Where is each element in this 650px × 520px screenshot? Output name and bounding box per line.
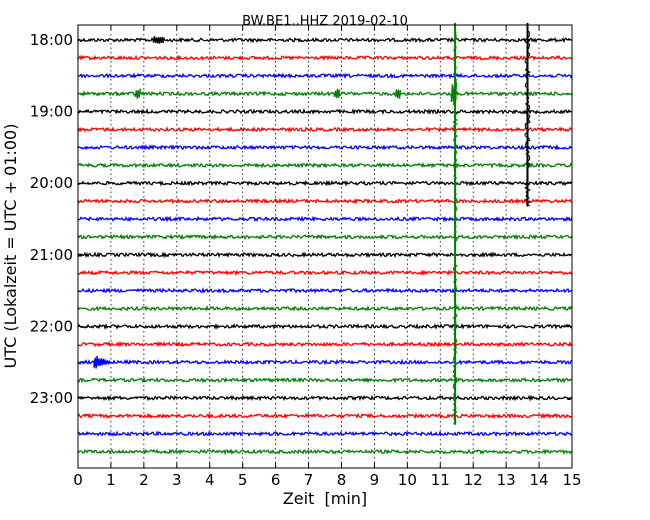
y-axis-label: UTC (Lokalzeit = UTC + 01:00): [1, 124, 20, 369]
x-tick-label: 11: [431, 471, 450, 489]
trace-2045: [77, 233, 573, 241]
x-axis: 0 1 2 3 4 5 6 7 8 9 10 11 12 13 14 15: [73, 25, 582, 489]
x-tick-label: 8: [337, 471, 347, 489]
trace-2315: [77, 412, 573, 420]
trace-group: [77, 36, 573, 456]
y-tick-label: 21:00: [30, 246, 73, 264]
x-tick-label: 13: [497, 471, 516, 489]
trace-2145: [77, 304, 573, 312]
trace-1945: [77, 162, 573, 169]
plot-frame: [77, 24, 573, 469]
trace-1930: [77, 143, 573, 151]
trace-2015: [77, 197, 573, 205]
x-tick-label: 15: [562, 471, 581, 489]
trace-2115: [77, 269, 573, 277]
trace-1915: [77, 126, 573, 133]
x-tick-label: 5: [238, 471, 248, 489]
trace-1800: [77, 36, 573, 44]
trace-1815: [77, 54, 573, 62]
x-tick-label: 4: [205, 471, 215, 489]
y-tick-label: 19:00: [30, 103, 73, 121]
trace-2330: [77, 430, 573, 438]
event-oscillation: [452, 29, 459, 425]
y-tick-label: 20:00: [30, 174, 73, 192]
y-tick-label: 23:00: [30, 389, 73, 407]
event-spike: [333, 88, 341, 99]
trace-1900: [77, 108, 573, 116]
y-tick-label: 22:00: [30, 317, 73, 335]
trace-2230: [77, 358, 573, 366]
y-axis: 18:00 19:00 20:00 21:00 22:00 23:00: [30, 31, 572, 407]
event-burst: [93, 355, 111, 369]
x-tick-label: 9: [370, 471, 380, 489]
trace-1845: [77, 90, 573, 97]
x-tick-label: 10: [398, 471, 417, 489]
event-spike: [394, 89, 402, 99]
x-tick-label: 3: [172, 471, 182, 489]
trace-2345: [77, 448, 573, 456]
trace-2215: [77, 340, 573, 348]
trace-2030: [77, 215, 573, 223]
trace-2130: [77, 287, 573, 294]
y-tick-label: 18:00: [30, 31, 73, 49]
trace-2245: [77, 376, 573, 384]
x-tick-label: 12: [464, 471, 483, 489]
chart-title: BW.BE1..HHZ 2019-02-10: [242, 14, 408, 29]
x-tick-label: 1: [106, 471, 116, 489]
x-axis-label: Zeit [min]: [283, 489, 367, 508]
x-grid: [110, 25, 540, 468]
event-spike: [134, 88, 141, 99]
trace-2300: [77, 394, 573, 402]
event-small-burst: [152, 36, 165, 44]
x-tick-label: 6: [271, 471, 281, 489]
trace-1830: [77, 72, 573, 80]
trace-2100: [77, 251, 573, 259]
trace-2200: [77, 322, 573, 330]
event-oscillation: [524, 29, 532, 207]
x-tick-label: 2: [139, 471, 149, 489]
x-tick-label: 0: [73, 471, 83, 489]
trace-2000: [77, 179, 573, 187]
x-tick-label: 14: [530, 471, 549, 489]
x-tick-label: 7: [304, 471, 314, 489]
event-group: [93, 23, 532, 425]
